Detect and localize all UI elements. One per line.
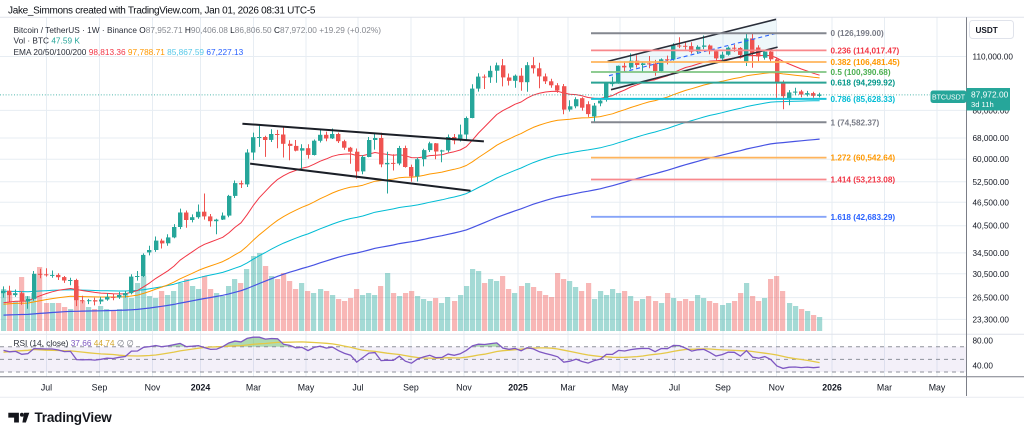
svg-text:TradingView: TradingView	[35, 410, 113, 425]
svg-text:Sep: Sep	[92, 382, 108, 392]
svg-text:May: May	[612, 382, 629, 392]
svg-text:0.236 (114,017.47): 0.236 (114,017.47)	[831, 46, 900, 55]
svg-text:2026: 2026	[822, 382, 842, 392]
svg-text:Jul: Jul	[352, 382, 363, 392]
svg-text:2025: 2025	[508, 382, 528, 392]
svg-text:Sep: Sep	[715, 382, 731, 392]
svg-text:68,000.00: 68,000.00	[973, 134, 1010, 143]
svg-text:Mar: Mar	[246, 382, 261, 392]
svg-text:52,500.00: 52,500.00	[973, 178, 1010, 187]
svg-text:3d 11h: 3d 11h	[971, 100, 994, 109]
svg-text:Mar: Mar	[877, 382, 892, 392]
svg-text:0 (126,199.00): 0 (126,199.00)	[831, 29, 885, 38]
svg-text:34,500.00: 34,500.00	[973, 249, 1010, 258]
svg-text:46,500.00: 46,500.00	[973, 198, 1010, 207]
svg-text:May: May	[929, 382, 946, 392]
svg-text:Sep: Sep	[403, 382, 419, 392]
svg-text:26,500.00: 26,500.00	[973, 294, 1010, 303]
svg-text:RSI (14, close) 37.66 44.74 ∅: RSI (14, close) 37.66 44.74 ∅ ∅	[14, 338, 134, 348]
svg-text:1 (74,582.37): 1 (74,582.37)	[831, 118, 880, 127]
svg-text:80,000.00: 80,000.00	[973, 106, 1010, 115]
svg-text:Mar: Mar	[560, 382, 575, 392]
svg-text:Nov: Nov	[769, 382, 785, 392]
svg-text:2024: 2024	[191, 382, 211, 392]
svg-text:0.5 (100,390.68): 0.5 (100,390.68)	[831, 68, 891, 77]
svg-text:0.618 (94,299.92): 0.618 (94,299.92)	[831, 79, 896, 88]
svg-text:110,000.00: 110,000.00	[973, 53, 1014, 62]
svg-text:60,000.00: 60,000.00	[973, 155, 1010, 164]
svg-text:Vol · BTC 47.59 K: Vol · BTC 47.59 K	[14, 36, 81, 46]
svg-text:0.786 (85,628.33): 0.786 (85,628.33)	[831, 95, 896, 104]
svg-text:40,500.00: 40,500.00	[973, 222, 1010, 231]
svg-text:May: May	[298, 382, 315, 392]
svg-text:30,500.00: 30,500.00	[973, 270, 1010, 279]
svg-text:23,300.00: 23,300.00	[973, 315, 1010, 324]
svg-text:EMA 20/50/100/200 98,813.36 97: EMA 20/50/100/200 98,813.36 97,788.71 85…	[14, 47, 244, 57]
svg-text:USDT: USDT	[976, 26, 998, 35]
svg-text:1.618 (42,683.29): 1.618 (42,683.29)	[831, 213, 896, 222]
svg-text:0.382 (106,481.45): 0.382 (106,481.45)	[831, 58, 900, 67]
svg-text:Jul: Jul	[669, 382, 680, 392]
svg-text:87,972.00: 87,972.00	[971, 90, 1009, 100]
svg-text:1.414 (53,213.08): 1.414 (53,213.08)	[831, 176, 896, 185]
svg-text:Bitcoin / TetherUS · 1W · Bina: Bitcoin / TetherUS · 1W · Binance O87,95…	[14, 25, 382, 35]
svg-text:Nov: Nov	[456, 382, 472, 392]
svg-text:40.00: 40.00	[973, 362, 994, 371]
svg-text:1.272 (60,542.64): 1.272 (60,542.64)	[831, 154, 896, 163]
svg-text:Jake_Simmons created with Trad: Jake_Simmons created with TradingView.co…	[8, 5, 316, 16]
svg-text:Jul: Jul	[41, 382, 52, 392]
svg-text:BTCUSDT: BTCUSDT	[932, 94, 966, 101]
svg-text:80.00: 80.00	[973, 336, 994, 345]
svg-text:Nov: Nov	[145, 382, 161, 392]
